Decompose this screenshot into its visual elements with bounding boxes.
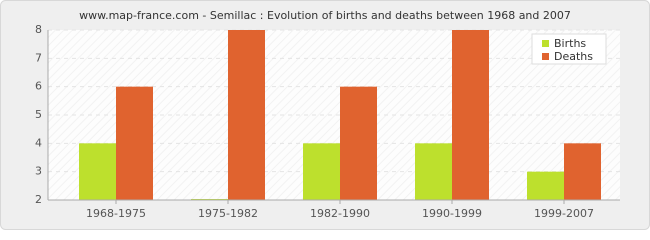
y-tick-label: 6 xyxy=(35,80,42,93)
bar xyxy=(452,30,489,200)
bar xyxy=(228,30,265,200)
bar xyxy=(415,143,452,200)
chart-title: www.map-france.com - Semillac : Evolutio… xyxy=(79,9,571,22)
y-tick-label: 3 xyxy=(35,165,42,178)
chart: www.map-france.com - Semillac : Evolutio… xyxy=(0,0,650,230)
x-tick-label: 1975-1982 xyxy=(198,207,258,220)
legend-swatch xyxy=(542,40,549,47)
x-tick-label: 1990-1999 xyxy=(422,207,482,220)
legend-box xyxy=(531,33,607,65)
y-tick-label: 4 xyxy=(35,136,42,149)
x-tick-label: 1999-2007 xyxy=(534,207,594,220)
bar xyxy=(564,143,601,200)
y-tick-label: 7 xyxy=(35,51,42,64)
legend-label: Deaths xyxy=(554,50,593,63)
bar xyxy=(303,143,340,200)
y-tick-label: 2 xyxy=(35,193,42,206)
x-tick-label: 1982-1990 xyxy=(310,207,370,220)
bar xyxy=(79,143,116,200)
y-tick-label: 5 xyxy=(35,108,42,121)
bar xyxy=(116,86,153,200)
x-tick-label: 1968-1975 xyxy=(86,207,146,220)
legend-label: Births xyxy=(554,37,586,50)
bar xyxy=(527,171,564,200)
bar xyxy=(340,86,377,200)
y-tick-label: 8 xyxy=(35,23,42,36)
legend-swatch xyxy=(542,53,549,60)
